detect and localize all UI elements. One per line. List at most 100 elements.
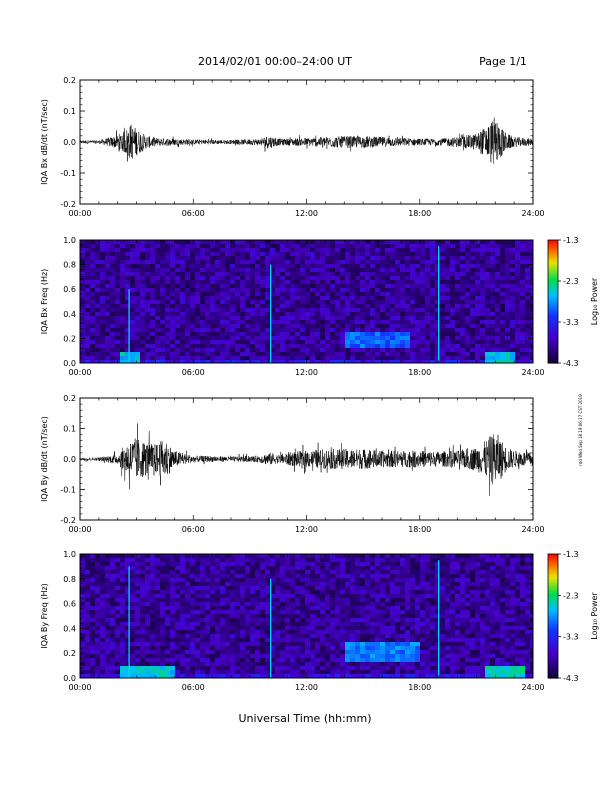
spectrogram-cell: [415, 340, 420, 344]
spectrogram-cell: [170, 570, 175, 574]
spectrogram-cell: [190, 276, 195, 280]
spectrogram-cell: [105, 590, 110, 594]
spectrogram-cell: [155, 316, 160, 320]
spectrogram-cell: [245, 562, 250, 566]
spectrogram-cell: [270, 638, 275, 642]
spectrogram-cell: [520, 344, 525, 348]
spectrogram-cell: [375, 316, 380, 320]
spectrogram-cell: [120, 578, 125, 582]
spectrogram-cell: [165, 558, 170, 562]
spectrogram-cell: [345, 594, 350, 598]
spectrogram-cell: [375, 256, 380, 260]
spectrogram-cell: [120, 570, 125, 574]
spectrogram-cell: [140, 252, 145, 256]
spectrogram-cell: [340, 240, 345, 244]
spectrogram-cell: [240, 324, 245, 328]
spectrogram-cell: [460, 256, 465, 260]
spectrogram-cell: [90, 662, 95, 666]
spectrogram-cell: [355, 606, 360, 610]
spectrogram-cell: [290, 674, 295, 678]
spectrogram-cell: [115, 324, 120, 328]
spectrogram-cell: [125, 674, 130, 678]
spectrogram-cell: [85, 602, 90, 606]
spectrogram-cell: [340, 296, 345, 300]
spectrogram-cell: [295, 336, 300, 340]
spectrogram-cell: [225, 348, 230, 352]
spectrogram-cell: [485, 340, 490, 344]
spectrogram-cell: [410, 360, 415, 363]
spectrogram-cell: [80, 264, 85, 268]
spectrogram-cell: [150, 244, 155, 248]
spectrogram-cell: [385, 312, 390, 316]
spectrogram-cell: [470, 244, 475, 248]
spectrogram-cell: [300, 562, 305, 566]
spectrogram-cell: [330, 558, 335, 562]
spectrogram-cell: [500, 316, 505, 320]
y-tick-label: 0.1: [63, 107, 76, 116]
spectrogram-cell: [305, 594, 310, 598]
spectrogram-cell: [255, 264, 260, 268]
spectrogram-cell: [340, 554, 345, 558]
spectrogram-cell: [215, 638, 220, 642]
spectrogram-cell: [420, 320, 425, 324]
spectrogram-cell: [90, 328, 95, 332]
spectrogram-cell: [445, 304, 450, 308]
spectrogram-cell: [120, 622, 125, 626]
spectrogram-cell: [180, 642, 185, 646]
spectrogram-cell: [465, 328, 470, 332]
spectrogram-cell: [235, 340, 240, 344]
spectrogram-cell: [185, 284, 190, 288]
spectrogram-cell: [315, 570, 320, 574]
spectrogram-cell: [260, 670, 265, 674]
spectrogram-cell: [265, 348, 270, 352]
spectrogram-cell: [125, 360, 130, 363]
spectrogram-cell: [105, 284, 110, 288]
spectrogram-cell: [185, 590, 190, 594]
y-tick-label: -0.1: [60, 169, 76, 178]
spectrogram-cell: [175, 260, 180, 264]
spectrogram-cell: [295, 606, 300, 610]
spectrogram-cell: [160, 662, 165, 666]
spectrogram-cell: [420, 300, 425, 304]
spectrogram-cell: [470, 288, 475, 292]
spectrogram-cell: [305, 308, 310, 312]
spectrogram-cell: [210, 614, 215, 618]
spectrogram-cell: [315, 622, 320, 626]
spectrogram-cell: [275, 594, 280, 598]
spectrogram-cell: [295, 586, 300, 590]
spectrogram-cell: [170, 658, 175, 662]
spectrogram-cell: [245, 558, 250, 562]
spectrogram-cell: [330, 352, 335, 356]
spectrogram-cell: [200, 352, 205, 356]
spectrogram-cell: [295, 634, 300, 638]
spectrogram-cell: [390, 304, 395, 308]
spectrogram-cell: [455, 304, 460, 308]
spectrogram-cell: [290, 634, 295, 638]
spectrogram-cell: [485, 292, 490, 296]
spectrogram-cell: [200, 256, 205, 260]
spectrogram-cell: [250, 666, 255, 670]
spectrogram-cell: [345, 650, 350, 654]
spectrogram-cell: [225, 240, 230, 244]
spectrogram-cell: [270, 618, 275, 622]
spectrogram-cell: [195, 356, 200, 360]
spectrogram-cell: [95, 284, 100, 288]
spectrogram-cell: [320, 276, 325, 280]
spectrogram-cell: [135, 344, 140, 348]
spectrogram-cell: [85, 356, 90, 360]
spectrogram-cell: [195, 578, 200, 582]
spectrogram-cell: [330, 276, 335, 280]
spectrogram-cell: [480, 356, 485, 360]
spectrogram-cell: [150, 658, 155, 662]
spectrogram-cell: [345, 626, 350, 630]
spectrogram-cell: [80, 340, 85, 344]
spectrogram-cell: [110, 654, 115, 658]
spectrogram-cell: [320, 280, 325, 284]
spectrogram-cell: [220, 622, 225, 626]
spectrogram-cell: [155, 674, 160, 678]
spectrogram-cell: [325, 300, 330, 304]
spectrogram-cell: [210, 574, 215, 578]
spectrogram-cell: [290, 304, 295, 308]
spectrogram-cell: [175, 272, 180, 276]
spectrogram-cell: [510, 276, 515, 280]
